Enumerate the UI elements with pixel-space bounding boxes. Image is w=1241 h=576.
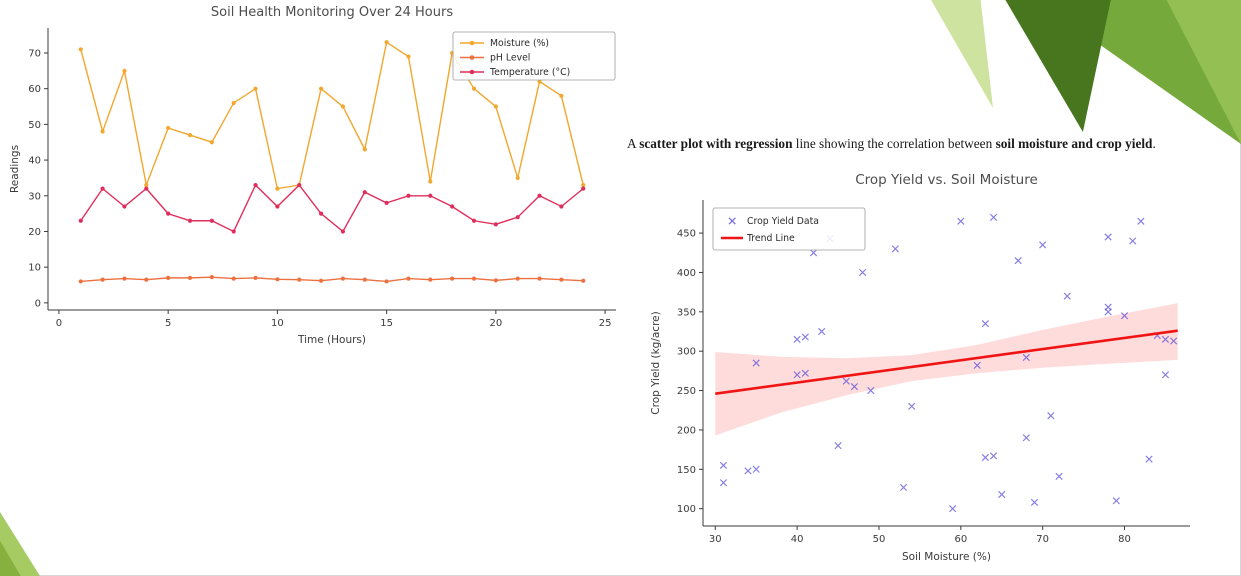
svg-text:60: 60 [28, 84, 41, 95]
green-triangle-bl-dark [0, 540, 21, 576]
green-triangle-bl-light [0, 512, 40, 576]
green-triangle-light [1166, 0, 1241, 144]
svg-text:pH Level: pH Level [490, 53, 530, 64]
svg-text:400: 400 [677, 268, 696, 279]
corner-decoration-top-right [931, 0, 1241, 150]
svg-text:Temperature (°C): Temperature (°C) [489, 67, 570, 78]
svg-text:450: 450 [677, 229, 696, 240]
svg-text:350: 350 [677, 307, 696, 318]
green-triangle-pale [931, 0, 993, 108]
crop-yield-scatter-chart-svg: 30 40 50 60 70 80 100 150 200 250 300 350 400 450 Crop… [650, 172, 1190, 563]
svg-text:150: 150 [677, 465, 696, 476]
svg-text:40: 40 [791, 534, 804, 545]
line-chart-ylabel: Readings [9, 145, 21, 193]
svg-text:70: 70 [1036, 534, 1049, 545]
svg-text:300: 300 [677, 347, 696, 358]
series-pH Level [80, 276, 584, 283]
scatter-chart-ylabel: Crop Yield (kg/acre) [650, 311, 662, 414]
series-Temperature (°C) [80, 183, 584, 233]
soil-health-line-chart-svg: 0 5 10 15 20 25 0 10 20 30 40 50 60 70 Soil Health Mon… [9, 5, 616, 346]
svg-text:25: 25 [599, 318, 612, 329]
caption-text: A scatter plot with regression line show… [627, 136, 1156, 151]
svg-text:200: 200 [677, 425, 696, 436]
svg-text:30: 30 [28, 191, 41, 202]
svg-text:10: 10 [28, 263, 41, 274]
svg-text:100: 100 [677, 504, 696, 515]
svg-text:Crop Yield Data: Crop Yield Data [747, 216, 819, 227]
trend-line [715, 329, 1178, 395]
svg-text:20: 20 [489, 318, 502, 329]
svg-text:250: 250 [677, 386, 696, 397]
scatter-chart-xlabel: Soil Moisture (%) [902, 551, 991, 563]
svg-text:60: 60 [954, 534, 967, 545]
corner-decoration-bottom-left [0, 512, 40, 576]
green-triangle-mid [1036, 0, 1241, 144]
scatter-chart-title: Crop Yield vs. Soil Moisture [855, 172, 1038, 188]
series-Moisture (%) [80, 41, 584, 190]
svg-text:50: 50 [28, 120, 41, 131]
svg-text:40: 40 [28, 156, 41, 167]
svg-text:10: 10 [271, 318, 284, 329]
svg-text:20: 20 [28, 227, 41, 238]
crop-yield-scatter-chart: 30 40 50 60 70 80 100 150 200 250 300 350 400 450 Crop… [645, 166, 1215, 576]
green-triangle-dark [1005, 0, 1111, 132]
scatter-chart-legend [712, 207, 866, 251]
svg-text:0: 0 [56, 318, 62, 329]
line-chart-title: Soil Health Monitoring Over 24 Hours [211, 5, 453, 20]
svg-text:0: 0 [35, 298, 41, 309]
line-chart-legend [452, 31, 616, 81]
svg-text:15: 15 [380, 318, 393, 329]
svg-text:30: 30 [709, 534, 722, 545]
svg-text:Moisture (%): Moisture (%) [490, 38, 549, 49]
line-chart-xlabel: Time (Hours) [297, 334, 366, 346]
svg-text:50: 50 [873, 534, 886, 545]
svg-text:70: 70 [28, 48, 41, 59]
svg-text:5: 5 [165, 318, 171, 329]
soil-health-line-chart: 0 5 10 15 20 25 0 10 20 30 40 50 60 70 Soil Health Mon… [6, 2, 626, 356]
confidence-band [715, 303, 1178, 436]
svg-text:Trend Line: Trend Line [746, 233, 795, 244]
svg-text:80: 80 [1118, 534, 1131, 545]
